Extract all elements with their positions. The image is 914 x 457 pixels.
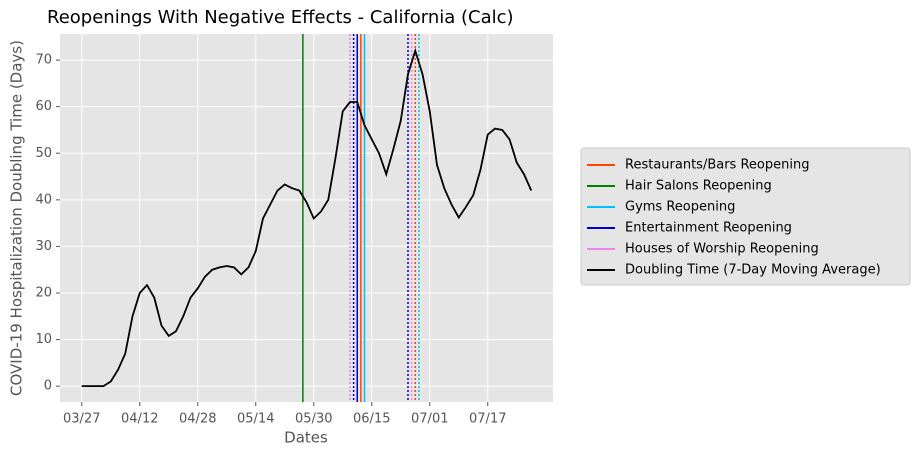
x-tick-label: 04/12 [121,412,158,427]
legend-label: Houses of Worship Reopening [625,242,819,257]
x-tick-label: 04/28 [179,412,216,427]
y-tick-label: 10 [35,332,52,347]
x-tick-label: 05/14 [237,412,274,427]
y-tick-label: 70 [35,53,52,68]
data-line [81,47,533,388]
y-axis-label: COVID-19 Hospitalization Doubling Time (… [8,40,26,396]
x-tick-label: 06/15 [353,412,390,427]
y-tick-label: 30 [35,239,52,254]
y-tick-label: 60 [35,99,52,114]
y-tick-label: 40 [35,192,52,207]
legend-label: Restaurants/Bars Reopening [625,158,809,173]
x-tick-label: 05/30 [295,412,332,427]
x-tick-label: 07/01 [411,412,448,427]
y-tick-label: 50 [35,146,52,161]
x-tick-label: 07/17 [469,412,506,427]
x-axis-label: Dates [284,429,328,447]
legend-label: Gyms Reopening [625,200,735,215]
x-tick-label: 03/27 [63,412,100,427]
chart-title: Reopenings With Negative Effects - Calif… [47,7,514,28]
plot-area [60,34,553,402]
legend-box [580,147,911,286]
legend-label: Doubling Time (7-Day Moving Average) [625,263,881,278]
y-tick-label: 0 [44,379,52,394]
legend-label: Hair Salons Reopening [625,179,772,194]
legend-label: Entertainment Reopening [625,221,792,236]
y-tick-label: 20 [35,285,52,300]
